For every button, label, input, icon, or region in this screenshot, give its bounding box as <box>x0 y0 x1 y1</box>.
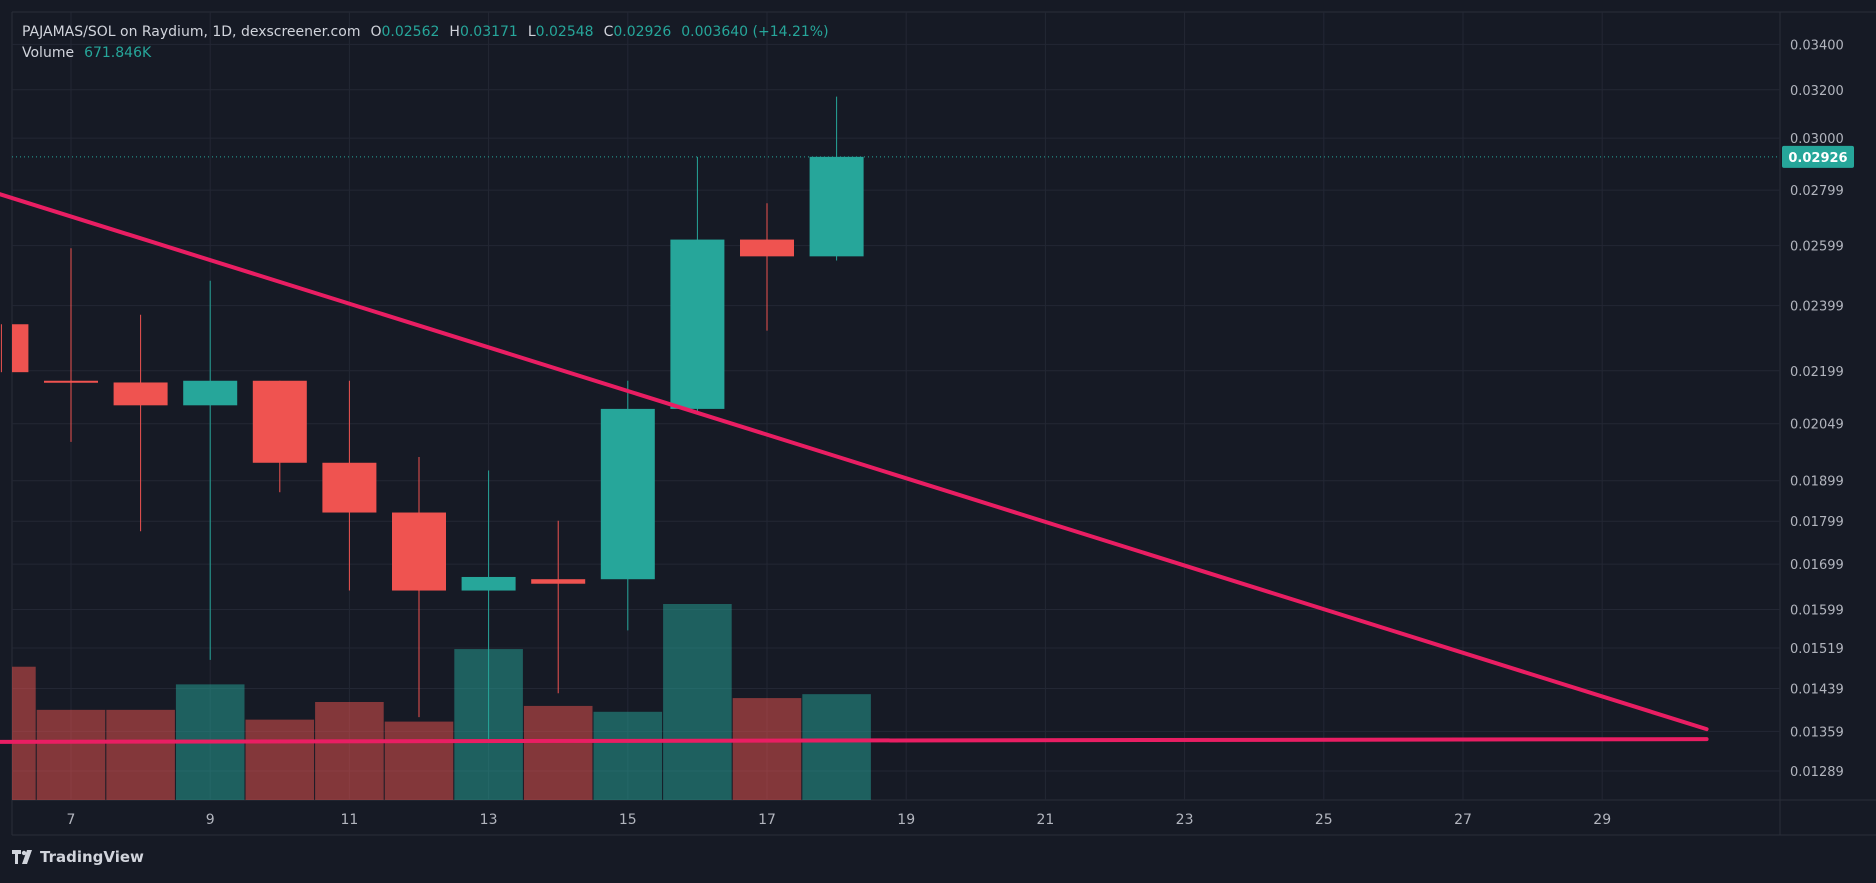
chart-legend: PAJAMAS/SOL on Raydium, 1D, dexscreener.… <box>22 22 829 64</box>
x-tick-label: 29 <box>1593 812 1611 828</box>
y-tick-label: 0.03200 <box>1790 84 1844 99</box>
y-tick-label: 0.01899 <box>1790 475 1844 490</box>
volume-bar <box>12 666 36 800</box>
x-tick-label: 9 <box>206 812 215 828</box>
y-tick-label: 0.02599 <box>1790 240 1844 255</box>
volume-bar <box>663 604 732 800</box>
high-label: H <box>449 24 460 40</box>
candle-body <box>809 156 864 257</box>
y-tick-label: 0.01519 <box>1790 642 1844 657</box>
x-tick-label: 21 <box>1036 812 1054 828</box>
y-tick-label: 0.02799 <box>1790 184 1844 199</box>
close-value: 0.02926 <box>613 24 672 40</box>
x-tick-label: 19 <box>897 812 915 828</box>
y-tick-label: 0.01599 <box>1790 604 1844 619</box>
open-value: 0.02562 <box>381 24 440 40</box>
y-tick-label: 0.02049 <box>1790 418 1844 433</box>
y-tick-label: 0.03000 <box>1790 132 1844 147</box>
candle-body <box>183 380 238 406</box>
y-tick-label: 0.02199 <box>1790 365 1844 380</box>
close-label: C <box>603 24 614 40</box>
candle-body <box>12 324 29 373</box>
change-value: 0.003640 (+14.21%) <box>681 24 829 40</box>
volume-bar <box>802 694 871 800</box>
volume-bar <box>523 705 593 800</box>
candle-body <box>461 576 516 591</box>
x-tick-label: 13 <box>480 812 498 828</box>
y-tick-label: 0.03400 <box>1790 38 1844 53</box>
last-price-badge <box>1782 145 1854 168</box>
candle-body <box>670 239 725 409</box>
candle-body <box>44 380 98 383</box>
y-tick-label: 0.01699 <box>1790 558 1844 573</box>
x-tick-label: 11 <box>340 812 358 828</box>
volume-bar <box>106 709 175 800</box>
y-tick-label: 0.01799 <box>1790 515 1844 530</box>
volume-bar <box>732 698 802 800</box>
low-value: 0.02548 <box>535 24 594 40</box>
volume-bar <box>36 709 106 800</box>
volume-label: Volume <box>22 45 75 61</box>
y-tick-label: 0.01359 <box>1790 725 1844 740</box>
x-tick-label: 27 <box>1454 812 1472 828</box>
high-value: 0.03171 <box>459 24 518 40</box>
volume-bar <box>245 719 315 800</box>
last-price-label: 0.02926 <box>1788 151 1847 166</box>
x-tick-label: 17 <box>758 812 776 828</box>
tradingview-logo-icon <box>12 850 32 864</box>
volume-bar <box>384 721 454 800</box>
candle-body <box>531 579 586 584</box>
trendline-support <box>0 737 1709 744</box>
candle-body <box>740 239 794 257</box>
trendline-descending <box>0 192 1709 732</box>
volume-bar <box>593 711 663 800</box>
brand-name: TradingView <box>40 848 144 866</box>
x-tick-label: 7 <box>67 812 76 828</box>
y-tick-label: 0.01289 <box>1790 765 1844 780</box>
volume-bar <box>315 702 384 800</box>
symbol-title: PAJAMAS/SOL on Raydium, 1D, dexscreener.… <box>22 24 361 40</box>
tradingview-brand[interactable]: TradingView <box>12 848 144 866</box>
x-tick-label: 15 <box>619 812 637 828</box>
candle-body <box>322 462 377 513</box>
volume-value: 671.846K <box>84 45 152 61</box>
candle-body <box>252 380 307 463</box>
x-tick-label: 25 <box>1315 812 1333 828</box>
y-tick-label: 0.02399 <box>1790 300 1844 315</box>
low-label: L <box>527 24 536 40</box>
open-label: O <box>370 24 382 40</box>
x-tick-label: 23 <box>1176 812 1194 828</box>
candle-body <box>113 382 168 406</box>
candle-body <box>392 512 446 591</box>
y-tick-label: 0.01439 <box>1790 682 1844 697</box>
candle-body <box>600 408 655 580</box>
